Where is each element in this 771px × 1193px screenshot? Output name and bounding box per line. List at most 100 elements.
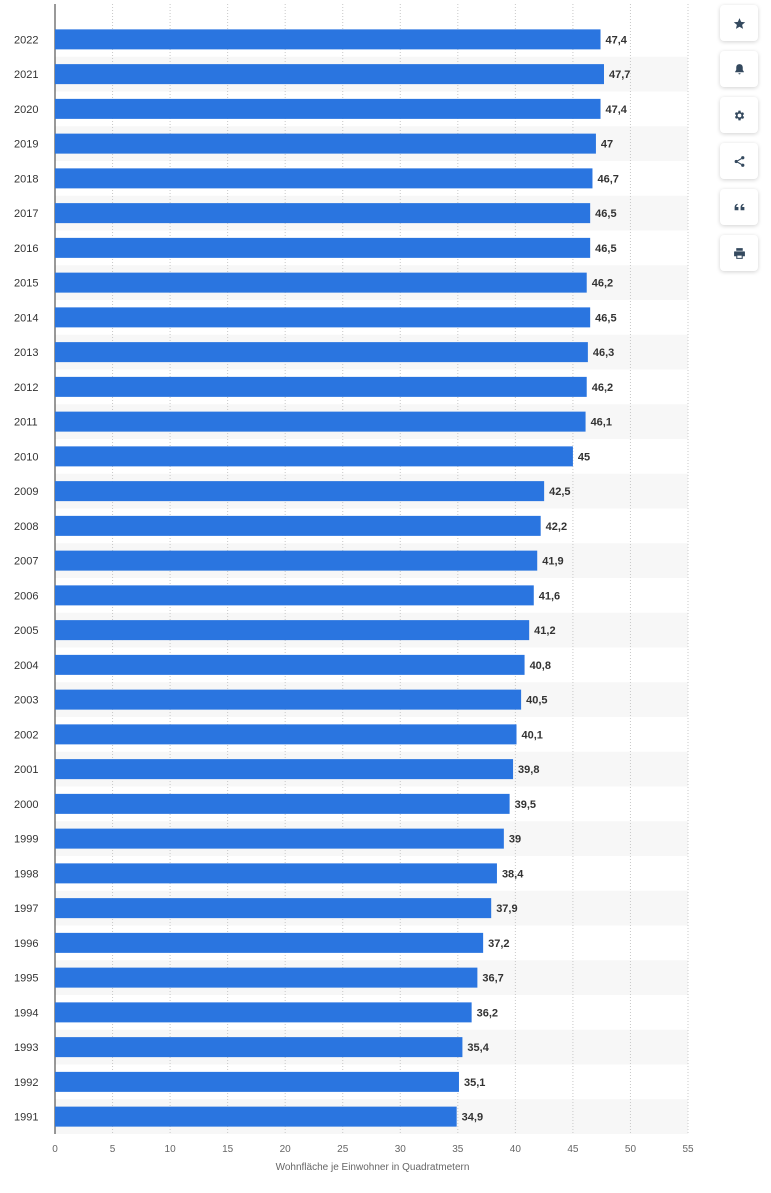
notification-button[interactable] [720, 51, 758, 87]
share-icon [733, 155, 746, 168]
y-tick-label: 2004 [14, 660, 38, 672]
data-label: 46,5 [595, 208, 616, 220]
bar [55, 203, 591, 224]
bar [55, 1002, 472, 1023]
bar [55, 237, 591, 258]
data-label: 39,5 [515, 799, 536, 811]
data-label: 36,2 [477, 1007, 498, 1019]
bar [55, 98, 601, 119]
y-tick-label: 1992 [14, 1077, 38, 1089]
favorite-button[interactable] [720, 5, 758, 41]
bar [55, 481, 545, 502]
bar [55, 585, 534, 606]
data-label: 41,2 [534, 625, 555, 637]
y-tick-label: 1996 [14, 938, 38, 950]
y-tick-label: 2009 [14, 486, 38, 498]
x-tick-label: 45 [567, 1144, 579, 1155]
y-tick-label: 2001 [14, 764, 38, 776]
y-tick-label: 2005 [14, 625, 38, 637]
x-tick-label: 30 [395, 1144, 407, 1155]
data-label: 40,5 [526, 695, 547, 707]
y-tick-label: 2014 [14, 312, 38, 324]
data-label: 47,4 [606, 34, 628, 46]
bar [55, 342, 588, 363]
x-axis-title: Wohnfläche je Einwohner in Quadratmetern [276, 1162, 470, 1173]
bar [55, 967, 478, 988]
y-tick-label: 1999 [14, 834, 38, 846]
gear-icon [733, 109, 746, 122]
bar [55, 654, 525, 675]
cite-button[interactable] [720, 189, 758, 225]
data-label: 35,1 [464, 1077, 485, 1089]
share-button[interactable] [720, 143, 758, 179]
y-tick-label: 2013 [14, 347, 38, 359]
x-tick-label: 20 [280, 1144, 292, 1155]
bar [55, 759, 514, 780]
bar [55, 29, 601, 50]
x-tick-label: 0 [52, 1144, 58, 1155]
data-label: 47,7 [609, 69, 630, 81]
print-button[interactable] [720, 235, 758, 271]
bar [55, 550, 538, 571]
bar [55, 307, 591, 328]
bar [55, 793, 510, 814]
bell-icon [733, 63, 746, 76]
bar-chart: 0 5 10 15 20 25 30 35 40 45 50 55 2022 47,4 2021 47,7 20… [14, 4, 694, 1173]
x-tick-label: 40 [510, 1144, 522, 1155]
x-tick-label: 5 [110, 1144, 116, 1155]
bar [55, 411, 586, 432]
data-label: 37,2 [488, 938, 509, 950]
data-label: 39 [509, 834, 521, 846]
data-label: 35,4 [467, 1042, 489, 1054]
print-icon [733, 247, 746, 260]
x-tick-label: 50 [625, 1144, 637, 1155]
y-tick-label: 2007 [14, 556, 38, 568]
bar [55, 863, 497, 884]
bar [55, 515, 541, 536]
data-label: 46,1 [591, 417, 612, 429]
data-label: 37,9 [496, 903, 517, 915]
y-tick-label: 1994 [14, 1007, 38, 1019]
chart-toolbar [720, 5, 758, 281]
bar [55, 724, 517, 745]
settings-button[interactable] [720, 97, 758, 133]
data-label: 34,9 [462, 1112, 483, 1124]
y-tick-label: 2006 [14, 590, 38, 602]
data-label: 38,4 [502, 868, 524, 880]
y-tick-label: 2002 [14, 729, 38, 741]
data-label: 45 [578, 451, 590, 463]
x-tick-label: 10 [165, 1144, 177, 1155]
data-label: 41,9 [542, 556, 563, 568]
data-label: 47 [601, 139, 613, 151]
quote-icon [733, 201, 746, 214]
data-label: 47,4 [606, 104, 628, 116]
data-label: 42,2 [546, 521, 567, 533]
bar [55, 446, 573, 467]
y-tick-label: 2020 [14, 104, 38, 116]
bar [55, 376, 587, 397]
bar [55, 133, 596, 154]
bar [55, 1037, 463, 1058]
y-tick-label: 2011 [14, 417, 38, 429]
x-tick-label: 35 [452, 1144, 464, 1155]
y-tick-label: 2012 [14, 382, 38, 394]
y-tick-label: 1993 [14, 1042, 38, 1054]
bar [55, 689, 522, 710]
y-tick-label: 2018 [14, 173, 38, 185]
x-tick-label: 15 [222, 1144, 234, 1155]
star-icon [733, 17, 746, 30]
data-label: 42,5 [549, 486, 570, 498]
y-tick-label: 2003 [14, 695, 38, 707]
bar [55, 168, 593, 189]
y-tick-label: 2017 [14, 208, 38, 220]
y-tick-label: 2010 [14, 451, 38, 463]
y-tick-label: 2016 [14, 243, 38, 255]
bar [55, 932, 484, 953]
data-label: 46,5 [595, 312, 616, 324]
bar [55, 272, 587, 293]
data-label: 46,2 [592, 278, 613, 290]
bar [55, 620, 530, 641]
y-tick-label: 2000 [14, 799, 38, 811]
y-tick-label: 1998 [14, 868, 38, 880]
bar [55, 64, 604, 85]
